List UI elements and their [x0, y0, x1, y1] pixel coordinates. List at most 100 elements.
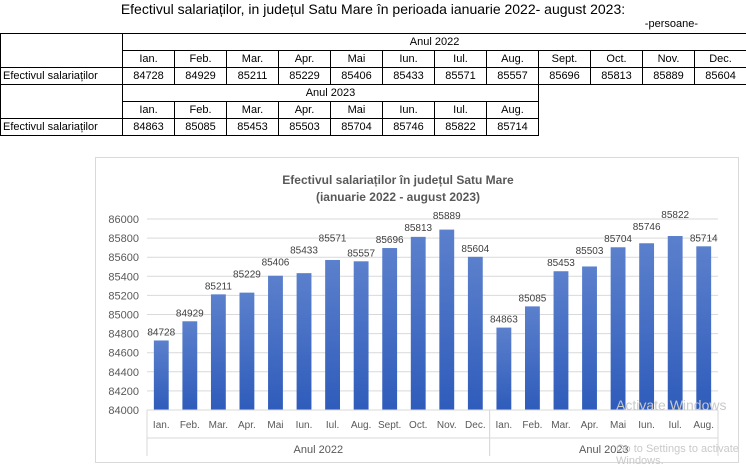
x-tick-label: Aug. — [693, 420, 714, 431]
bar — [582, 266, 597, 410]
table-corner-cell — [1, 85, 123, 102]
table-corner-cell — [1, 102, 123, 119]
value-cell: 85557 — [487, 68, 539, 85]
x-tick-label: Oct. — [409, 420, 427, 431]
data-label: 85704 — [604, 234, 632, 245]
data-label: 85433 — [290, 245, 318, 256]
month-header-cell: Feb. — [175, 51, 227, 68]
bar — [382, 248, 397, 410]
data-label: 85211 — [205, 281, 233, 292]
x-tick-label: Iun. — [296, 420, 313, 431]
bar — [268, 276, 283, 410]
bar — [411, 237, 426, 410]
data-label: 84863 — [490, 315, 518, 326]
y-tick-label: 84600 — [108, 348, 139, 360]
month-header-cell: Feb. — [175, 102, 227, 119]
month-header-cell: Mar. — [227, 102, 279, 119]
month-header-cell: Apr. — [279, 51, 331, 68]
year-2023-header: Anul 2023 — [123, 85, 539, 102]
y-tick-label: 85400 — [108, 271, 139, 283]
value-cell: 85211 — [227, 68, 279, 85]
value-cell: 85571 — [435, 68, 487, 85]
month-header-cell: Aug. — [487, 102, 539, 119]
bar — [468, 257, 483, 410]
data-label: 85889 — [433, 211, 461, 222]
x-tick-label: Ian. — [496, 420, 513, 431]
x-tick-label: Iul. — [326, 420, 339, 431]
month-header-cell: Ian. — [123, 51, 175, 68]
table-corner-cell — [1, 34, 123, 51]
month-header-cell: Ian. — [123, 102, 175, 119]
month-header-cell: Nov. — [643, 51, 695, 68]
month-header-cell: Iun. — [383, 51, 435, 68]
month-header-cell: Oct. — [591, 51, 643, 68]
value-cell: 84728 — [123, 68, 175, 85]
row-label: Efectivul salariaților — [1, 119, 123, 136]
activate-windows-watermark: Activate Windows — [616, 397, 744, 413]
activate-windows-hint: Go to Settings to activate Windows. — [616, 443, 744, 467]
bar — [354, 261, 369, 410]
bar — [696, 246, 711, 410]
y-tick-label: 86000 — [108, 214, 139, 226]
bar — [611, 247, 626, 410]
bar — [525, 306, 540, 410]
x-tick-label: Iun. — [638, 420, 655, 431]
table-row-year-2022-header: Anul 2022 — [1, 34, 746, 51]
data-label: 85604 — [461, 244, 489, 255]
value-cell: 85604 — [695, 68, 746, 85]
bar — [639, 243, 654, 410]
bar — [496, 328, 511, 410]
y-tick-label: 84400 — [108, 367, 139, 379]
month-header-cell: Iun. — [383, 102, 435, 119]
data-label: 85813 — [404, 223, 432, 234]
month-header-cell: Aug. — [487, 51, 539, 68]
month-header-cell: Dec. — [695, 51, 746, 68]
value-cell: 85433 — [383, 68, 435, 85]
y-tick-label: 85200 — [108, 290, 139, 302]
y-tick-label: 84000 — [108, 405, 139, 417]
bar — [439, 230, 454, 410]
data-label: 85229 — [233, 269, 261, 280]
data-label: 84728 — [147, 327, 175, 338]
data-label: 85557 — [347, 248, 375, 259]
x-tick-label: Aug. — [351, 420, 372, 431]
bar — [668, 236, 683, 410]
row-label: Efectivul salariaților — [1, 68, 123, 85]
chart-container: Efectivul salariaților în județul Satu M… — [95, 157, 739, 463]
value-cell: 85704 — [331, 119, 383, 136]
data-label: 85406 — [262, 257, 290, 268]
value-cell: 85503 — [279, 119, 331, 136]
y-tick-label: 84800 — [108, 329, 139, 341]
value-cell: 85714 — [487, 119, 539, 136]
year-2022-header: Anul 2022 — [123, 34, 746, 51]
data-label: 85503 — [576, 246, 604, 257]
x-tick-label: Mai — [610, 420, 626, 431]
chart-title: Efectivul salariaților în județul Satu M… — [282, 173, 514, 187]
x-tick-label: Mar. — [551, 420, 570, 431]
x-tick-label: Feb. — [522, 420, 542, 431]
month-header-cell: Mai — [331, 51, 383, 68]
bar — [211, 294, 226, 410]
value-cell: 85453 — [227, 119, 279, 136]
y-tick-label: 85600 — [108, 252, 139, 264]
y-tick-label: 85800 — [108, 233, 139, 245]
month-header-cell: Iul. — [435, 102, 487, 119]
bar-chart: Efectivul salariaților în județul Satu M… — [96, 158, 738, 462]
month-header-cell: Mar. — [227, 51, 279, 68]
value-cell: 85085 — [175, 119, 227, 136]
chart-subtitle: (ianuarie 2022 - august 2023) — [316, 190, 480, 204]
value-cell: 85746 — [383, 119, 435, 136]
data-label: 85696 — [376, 235, 404, 246]
month-header-cell: Mai — [331, 102, 383, 119]
table-row-year-2023-header: Anul 2023 — [1, 85, 746, 102]
value-cell: 85813 — [591, 68, 643, 85]
data-label: 85453 — [547, 258, 575, 269]
table-corner-cell — [1, 51, 123, 68]
x-tick-label: Apr. — [238, 420, 256, 431]
group-label: Anul 2022 — [294, 444, 344, 456]
